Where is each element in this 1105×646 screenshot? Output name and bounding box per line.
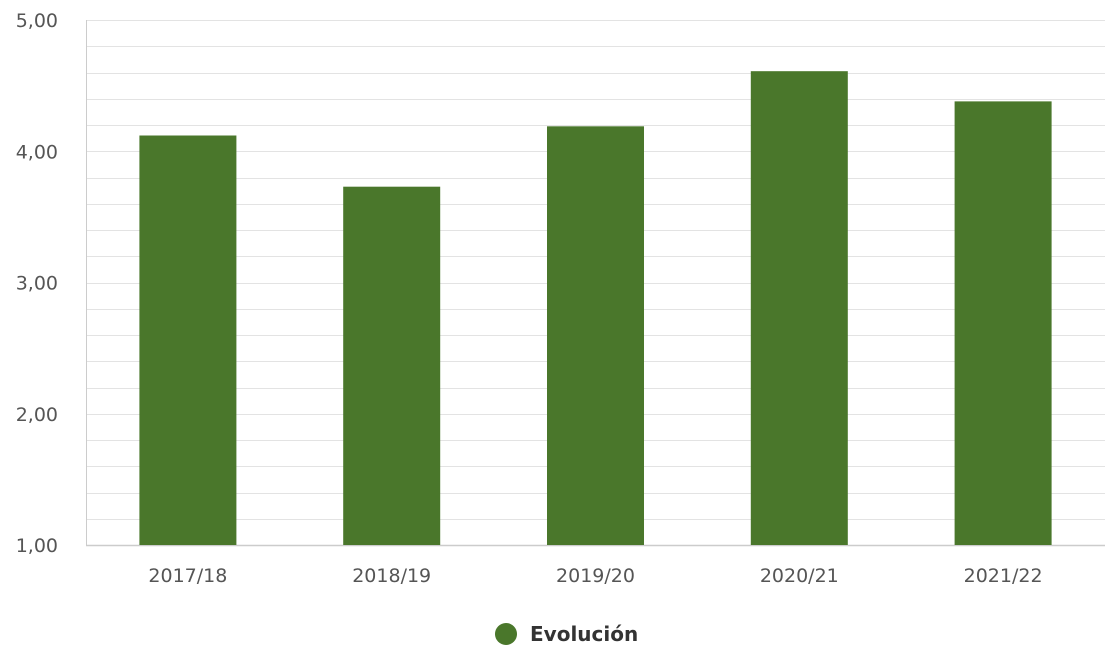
y-tick-label: 5,00 — [16, 10, 58, 32]
x-tick-label: 2020/21 — [760, 565, 839, 587]
legend-marker-icon[interactable] — [495, 623, 517, 645]
x-tick-label: 2017/18 — [148, 565, 227, 587]
legend[interactable]: Evolución — [495, 622, 638, 646]
axes — [86, 20, 1105, 547]
bar[interactable] — [547, 126, 644, 545]
bar[interactable] — [954, 101, 1052, 545]
x-tick-label: 2021/22 — [964, 565, 1043, 587]
y-tick-labels: 1,00 2,00 3,00 4,00 5,00 — [16, 10, 58, 557]
y-tick-label: 3,00 — [16, 273, 58, 295]
x-tick-label: 2018/19 — [352, 565, 431, 587]
bars — [139, 71, 1052, 546]
x-tick-label: 2019/20 — [556, 565, 635, 587]
bar[interactable] — [139, 135, 237, 546]
legend-label[interactable]: Evolución — [530, 622, 638, 646]
x-tick-labels: 2017/18 2018/19 2019/20 2020/21 2021/22 — [148, 565, 1042, 587]
y-tick-label: 2,00 — [16, 404, 58, 426]
bar[interactable] — [343, 186, 441, 545]
y-tick-label: 1,00 — [16, 535, 58, 557]
bar[interactable] — [750, 71, 848, 545]
y-tick-label: 4,00 — [16, 141, 58, 163]
